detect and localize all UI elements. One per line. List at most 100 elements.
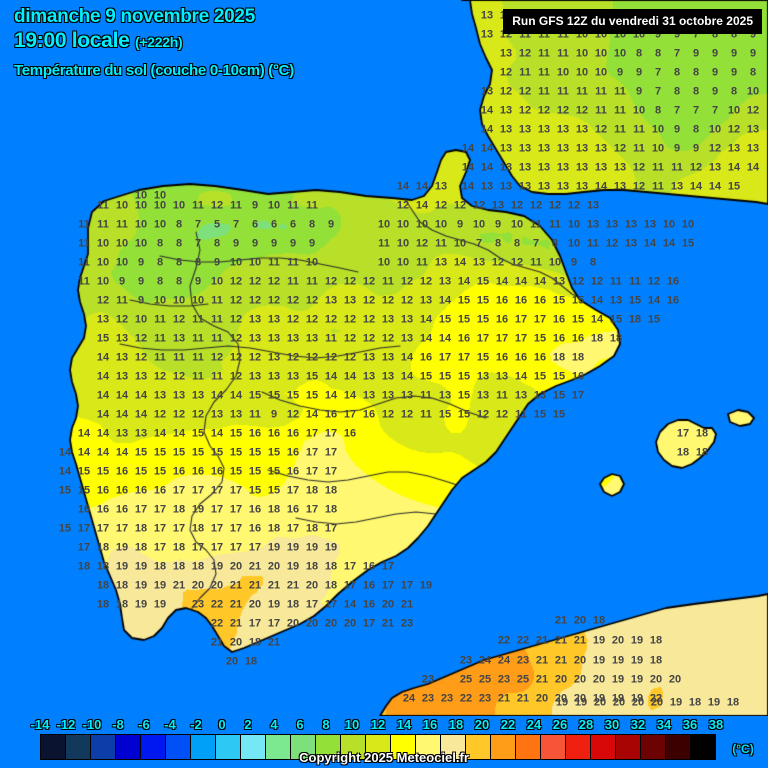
temperature-value: 11 [549,218,561,231]
legend-swatch [665,734,691,760]
temperature-field-canvas [0,0,768,716]
temperature-value: 16 [115,503,129,516]
temperature-value: 12 [499,66,513,79]
temperature-value: 13 [96,313,110,326]
temperature-value: 18 [172,541,186,554]
temperature-value: 20 [535,692,549,705]
temperature-value: 12 [632,161,646,174]
temperature-value: 13 [267,332,281,345]
temperature-value: 14 [229,389,243,402]
temperature-value: 13 [643,218,657,231]
map-viewport[interactable]: 1312111111111010101088999131211111110101… [0,0,768,716]
temperature-value: 15 [248,484,262,497]
legend-tick: -8 [112,717,124,732]
temperature-value: 16 [666,275,680,288]
legend-swatch [440,734,466,760]
temperature-value: 19 [191,503,205,516]
temperature-value: 13 [210,408,224,421]
temperature-value: 19 [555,696,569,709]
temperature-value: 19 [630,692,644,705]
temperature-value: 16 [115,465,129,478]
temperature-value: 21 [210,636,224,649]
temperature-value: 12 [248,351,262,364]
temperature-value: 21 [267,636,281,649]
temperature-value: 15 [248,389,262,402]
temperature-value: 18 [571,351,585,364]
temperature-value: 14 [172,427,186,440]
temperature-value: 18 [248,636,262,649]
temperature-value: 20 [305,617,319,630]
temperature-value: 13 [746,123,760,136]
legend-tick: 20 [474,717,490,732]
temperature-value: 17 [381,560,395,573]
temperature-value: 13 [537,180,551,193]
temperature-value: 11 [610,275,622,288]
temperature-value: 18 [153,560,167,573]
temperature-value: 17 [343,408,357,421]
temperature-value: 15 [267,484,281,497]
temperature-value: 12 [689,161,703,174]
temperature-value: 12 [267,294,281,307]
temperature-value: 21 [554,634,568,647]
temperature-value: 18 [244,655,258,668]
legend-color-bar[interactable] [40,734,716,760]
temperature-value: 16 [286,427,300,440]
temperature-value: 12 [548,199,562,212]
temperature-value: 16 [286,446,300,459]
temperature-value: 13 [229,408,243,421]
forecast-lead-time: (+222h) [135,34,183,50]
temperature-value: 14 [343,389,357,402]
temperature-value: 17 [77,522,91,535]
temperature-value: 20 [573,692,587,705]
temperature-value: 12 [381,332,395,345]
temperature-value: 16 [362,408,376,421]
temperature-value: 14 [134,389,148,402]
temperature-value: 10 [153,218,167,231]
temperature-value: 13 [438,275,452,288]
temperature-value: 13 [248,313,262,326]
temperature-value: 15 [134,446,148,459]
legend-swatch [590,734,616,760]
temperature-value: 13 [594,161,608,174]
temperature-value: 19 [630,673,644,686]
temperature-value: 12 [324,275,338,288]
temperature-value: 13 [624,218,638,231]
legend-tick: 26 [552,717,568,732]
temperature-value: 16 [77,503,91,516]
temperature-value: 12 [510,256,524,269]
temperature-value: 17 [191,541,205,554]
temperature-value: 17 [153,541,167,554]
temperature-value: 16 [457,332,471,345]
temperature-value: 12 [556,104,570,117]
temperature-value: 11 [230,199,242,212]
temperature-value: 14 [514,275,528,288]
temperature-value: 14 [96,370,110,383]
temperature-value: 10 [115,256,129,269]
temperature-value: 16 [514,294,528,307]
legend-tick: 12 [370,717,386,732]
legend-swatch [515,734,541,760]
temperature-value: 16 [267,427,281,440]
temperature-value: 15 [267,389,281,402]
temperature-value: 13 [533,389,547,402]
temperature-value: 10 [415,218,429,231]
temperature-value: 11 [211,313,223,326]
temperature-value: 12 [134,351,148,364]
temperature-value: 10 [96,275,110,288]
temperature-value: 10 [453,237,467,250]
temperature-value: 20 [554,692,568,705]
temperature-value: 12 [343,275,357,288]
temperature-value: 11 [671,161,683,174]
temperature-value: 13 [324,294,338,307]
temperature-value: 15 [533,408,547,421]
temperature-value: 17 [305,503,319,516]
temperature-value: 18 [609,332,623,345]
temperature-value: 14 [115,446,129,459]
temperature-value: 14 [438,294,452,307]
temperature-value: 24 [497,654,511,667]
temperature-value: 14 [77,446,91,459]
temperature-value: 15 [552,408,566,421]
temperature-value: 19 [115,560,129,573]
temperature-value: 13 [556,180,570,193]
legend-swatch [165,734,191,760]
